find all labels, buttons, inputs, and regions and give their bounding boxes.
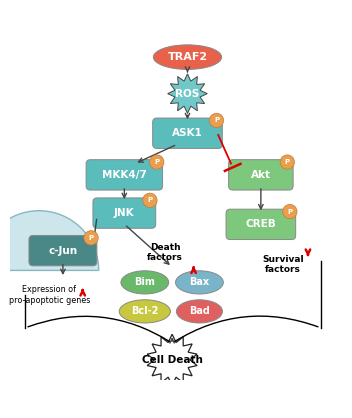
Text: Death
factors: Death factors bbox=[147, 242, 183, 262]
Ellipse shape bbox=[153, 45, 222, 69]
Ellipse shape bbox=[176, 300, 222, 323]
Circle shape bbox=[280, 155, 295, 169]
Polygon shape bbox=[147, 334, 197, 385]
Circle shape bbox=[143, 193, 157, 207]
Text: Bax: Bax bbox=[189, 278, 209, 288]
Text: TRAF2: TRAF2 bbox=[168, 52, 208, 62]
Text: P: P bbox=[147, 197, 152, 203]
Ellipse shape bbox=[121, 271, 169, 294]
Circle shape bbox=[209, 113, 224, 127]
Text: Akt: Akt bbox=[251, 170, 271, 180]
Ellipse shape bbox=[119, 300, 170, 323]
Text: Expression of
pro-apoptotic genes: Expression of pro-apoptotic genes bbox=[8, 285, 90, 305]
FancyBboxPatch shape bbox=[93, 198, 156, 228]
FancyBboxPatch shape bbox=[29, 235, 97, 266]
Text: Survival
factors: Survival factors bbox=[262, 255, 304, 275]
Text: P: P bbox=[154, 159, 159, 165]
Circle shape bbox=[150, 155, 164, 169]
Circle shape bbox=[283, 204, 297, 219]
Text: P: P bbox=[285, 159, 290, 165]
Wedge shape bbox=[0, 211, 99, 270]
Text: P: P bbox=[214, 117, 219, 123]
Text: ASK1: ASK1 bbox=[172, 128, 203, 138]
Text: ROS: ROS bbox=[175, 89, 200, 99]
FancyBboxPatch shape bbox=[228, 160, 293, 190]
Circle shape bbox=[84, 231, 98, 245]
Ellipse shape bbox=[176, 271, 223, 294]
FancyBboxPatch shape bbox=[226, 209, 296, 240]
Text: c-Jun: c-Jun bbox=[48, 246, 77, 256]
Text: JNK: JNK bbox=[114, 208, 135, 218]
FancyBboxPatch shape bbox=[153, 118, 222, 148]
Text: MKK4/7: MKK4/7 bbox=[102, 170, 147, 180]
Text: P: P bbox=[287, 209, 293, 214]
Text: CREB: CREB bbox=[245, 219, 276, 229]
FancyBboxPatch shape bbox=[86, 160, 163, 190]
Text: Cell Death: Cell Death bbox=[142, 355, 202, 365]
Text: P: P bbox=[88, 235, 94, 241]
Text: Bad: Bad bbox=[189, 306, 210, 316]
Text: Bim: Bim bbox=[134, 278, 155, 288]
Polygon shape bbox=[168, 74, 207, 113]
Text: Bcl-2: Bcl-2 bbox=[131, 306, 158, 316]
